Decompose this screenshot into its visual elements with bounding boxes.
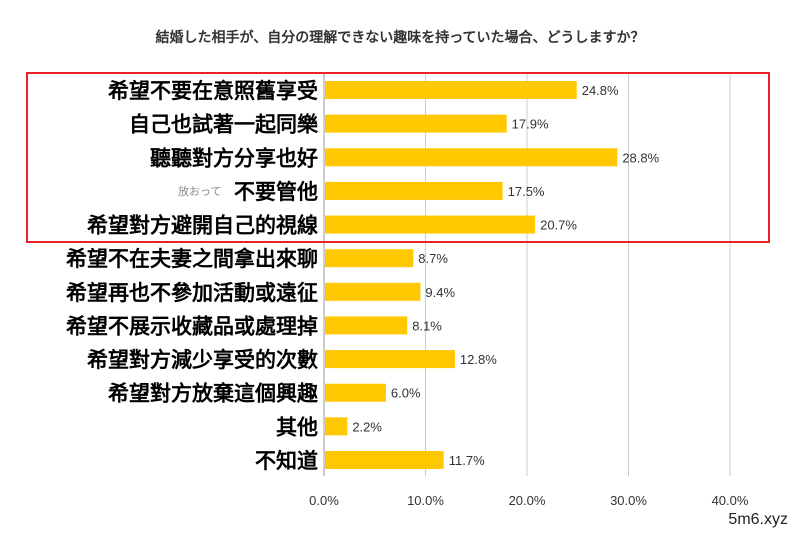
value-label: 28.8%: [622, 150, 659, 165]
x-tick-label: 30.0%: [610, 493, 647, 508]
value-label: 11.7%: [449, 453, 485, 468]
x-tick-label: 10.0%: [407, 493, 444, 508]
bar: [325, 215, 536, 234]
value-label: 2.2%: [352, 419, 382, 434]
overlay-text: 放おって: [178, 184, 221, 198]
category-label: 聽聽對方分享也好: [150, 146, 318, 170]
x-tick-label: 0.0%: [309, 493, 339, 508]
bar: [325, 282, 421, 301]
x-tick-label: 40.0%: [712, 493, 749, 508]
bar: [325, 417, 348, 436]
bar: [325, 451, 444, 469]
category-label: 希望不展示收藏品或處理掉: [66, 314, 318, 338]
category-label: 希望對方避開自己的視線: [87, 214, 318, 238]
x-tick-label: 20.0%: [509, 493, 546, 508]
value-label: 20.7%: [540, 218, 577, 233]
category-label: 不知道: [255, 449, 318, 473]
value-label: 17.9%: [512, 117, 549, 132]
bar: [325, 383, 386, 402]
value-label: 8.7%: [418, 251, 448, 266]
bar: [325, 181, 503, 200]
bar: [325, 114, 507, 133]
watermark: 5m6.xyz: [728, 511, 788, 528]
category-label: 希望再也不參加活動或遠征: [66, 281, 318, 305]
bar: [325, 249, 414, 268]
category-label: 其他: [276, 415, 318, 439]
bar: [325, 316, 408, 335]
value-label: 6.0%: [391, 386, 421, 401]
category-label: 自己也試著一起同樂: [129, 113, 319, 137]
bar: [325, 81, 577, 99]
category-label: 希望不在夫妻之間拿出來聊: [66, 247, 318, 271]
value-label: 17.5%: [508, 184, 545, 199]
value-label: 12.8%: [460, 352, 497, 367]
highlight-box: [26, 72, 770, 243]
category-label: 希望對方放棄這個興趣: [108, 382, 319, 406]
value-label: 24.8%: [582, 83, 619, 98]
value-label: 8.1%: [412, 318, 442, 333]
category-label: 希望不要在意照舊享受: [108, 79, 318, 103]
value-label: 9.4%: [425, 285, 455, 300]
category-label: 不要管他: [234, 180, 318, 204]
chart-title: 結婚した相手が、自分の理解できない趣味を持っていた場合、どうしますか？: [155, 29, 644, 46]
bar: [325, 148, 618, 167]
category-label: 希望對方減少享受的次數: [87, 348, 318, 372]
bar: [325, 350, 455, 369]
